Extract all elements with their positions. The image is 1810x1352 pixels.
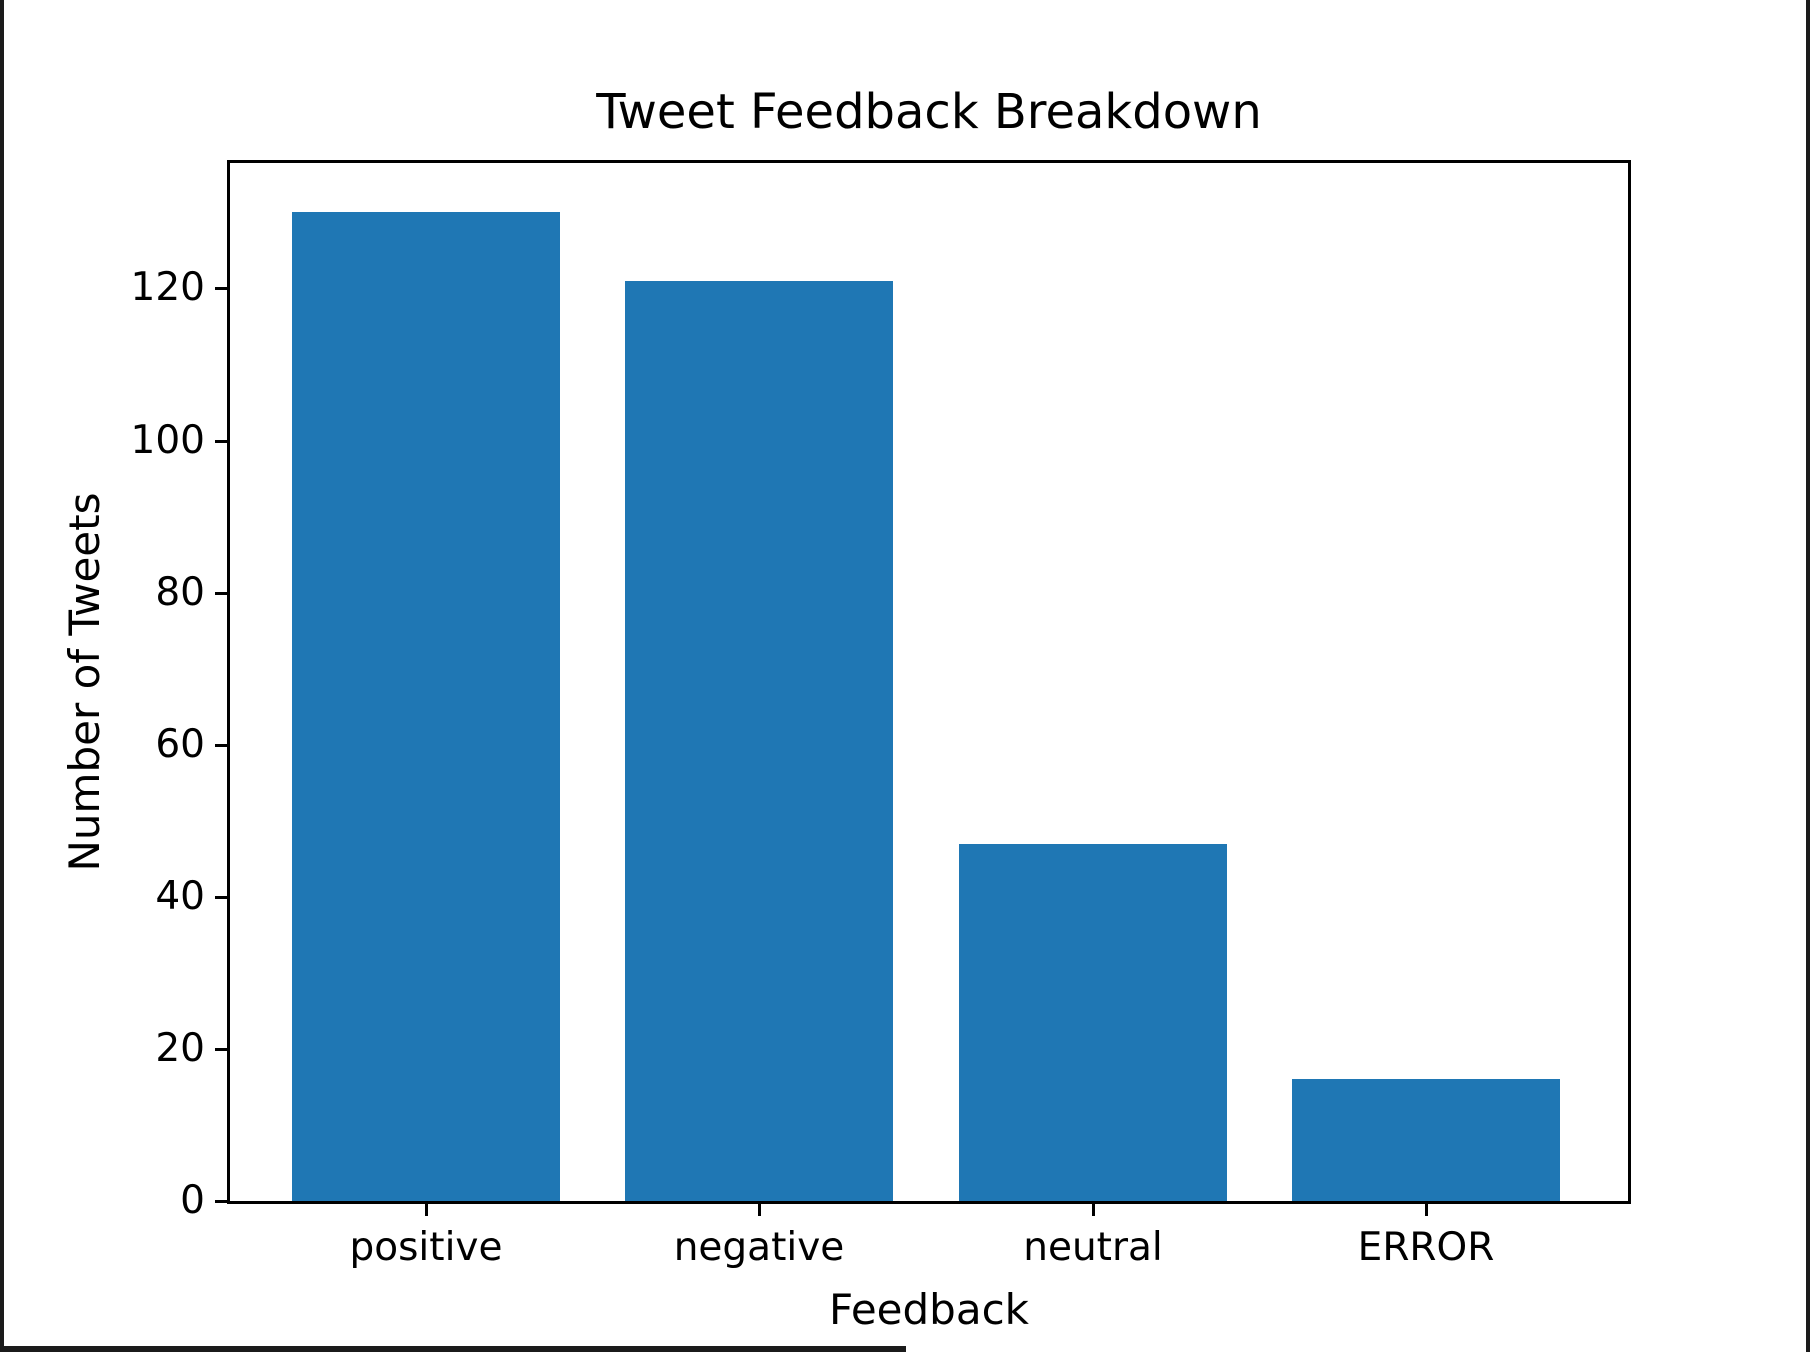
y-tick-mark <box>215 287 227 290</box>
window-border-bottom <box>0 1346 906 1352</box>
chart-title: Tweet Feedback Breakdown <box>596 84 1262 140</box>
y-tick-mark <box>215 896 227 899</box>
y-tick-label: 100 <box>130 418 205 463</box>
x-axis-label: Feedback <box>828 1285 1029 1334</box>
x-tick-mark <box>425 1204 428 1216</box>
x-tick-label-positive: positive <box>349 1225 503 1270</box>
y-axis-label: Number of Tweets <box>60 492 109 872</box>
x-tick-label-ERROR: ERROR <box>1357 1225 1495 1270</box>
y-tick-label: 80 <box>155 570 205 615</box>
x-tick-label-neutral: neutral <box>1023 1225 1163 1270</box>
y-tick-label: 40 <box>155 874 205 919</box>
y-tick-label: 0 <box>180 1178 205 1223</box>
x-tick-mark <box>758 1204 761 1216</box>
y-tick-label: 60 <box>155 722 205 767</box>
y-tick-mark <box>215 1200 227 1203</box>
y-tick-mark <box>215 440 227 443</box>
y-tick-label: 20 <box>155 1026 205 1071</box>
y-tick-mark <box>215 744 227 747</box>
x-tick-mark <box>1425 1204 1428 1216</box>
plot-area <box>227 160 1631 1204</box>
bar-positive <box>292 212 560 1201</box>
window-border-right <box>1806 0 1810 1352</box>
y-tick-mark <box>215 592 227 595</box>
y-tick-mark <box>215 1048 227 1051</box>
window-border-left <box>0 0 4 1352</box>
x-tick-label-negative: negative <box>673 1225 845 1270</box>
y-tick-label: 120 <box>130 265 205 310</box>
bar-ERROR <box>1292 1079 1560 1201</box>
bar-negative <box>625 281 893 1201</box>
x-tick-mark <box>1092 1204 1095 1216</box>
bar-neutral <box>959 844 1227 1201</box>
